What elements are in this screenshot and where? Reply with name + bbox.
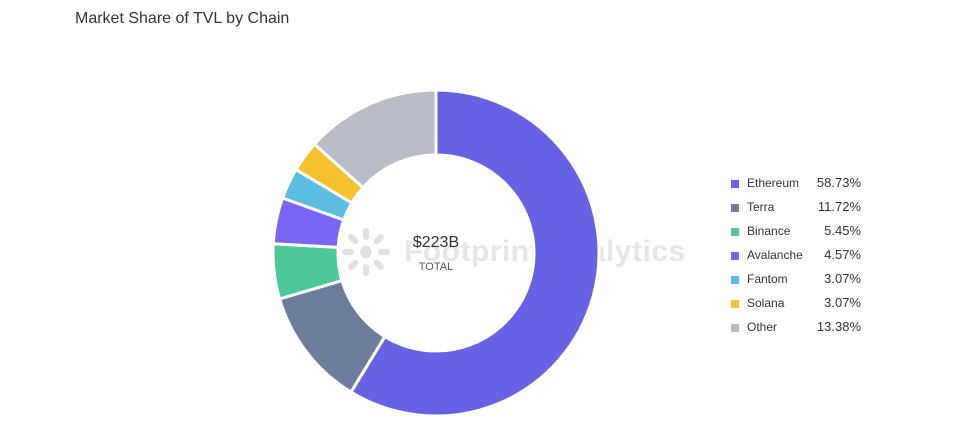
legend-label: Other	[747, 320, 778, 334]
legend-label: Solana	[747, 296, 785, 310]
legend-label: Ethereum	[747, 176, 800, 190]
legend-item[interactable]: Binance 5.45%	[731, 223, 871, 247]
legend: Ethereum 58.73% Terra 11.72% Binance 5.4…	[731, 175, 871, 343]
legend-value: 58.73%	[816, 175, 861, 190]
legend-swatch	[731, 180, 739, 188]
legend-item[interactable]: Ethereum 58.73%	[731, 175, 871, 199]
legend-swatch	[731, 252, 739, 260]
legend-value: 11.72%	[817, 199, 861, 214]
legend-value: 3.07%	[824, 295, 861, 310]
legend-label: Fantom	[747, 272, 788, 286]
legend-value: 4.57%	[824, 247, 861, 262]
legend-label: Binance	[747, 224, 791, 238]
legend-swatch	[731, 300, 739, 308]
legend-item[interactable]: Other 13.38%	[731, 319, 871, 343]
legend-label: Terra	[747, 200, 775, 214]
slice-other[interactable]	[312, 88, 438, 190]
legend-item[interactable]: Avalanche 4.57%	[731, 247, 871, 271]
legend-swatch	[731, 276, 739, 284]
legend-swatch	[731, 204, 739, 212]
legend-value: 5.45%	[824, 223, 861, 238]
legend-value: 13.38%	[816, 319, 861, 334]
total-value: $223B	[412, 234, 460, 251]
total-label: TOTAL	[418, 261, 454, 273]
legend-item[interactable]: Terra 11.72%	[731, 199, 871, 223]
legend-value: 3.07%	[824, 271, 861, 286]
legend-item[interactable]: Solana 3.07%	[731, 295, 871, 319]
legend-swatch	[731, 324, 739, 332]
legend-swatch	[731, 228, 739, 236]
legend-label: Avalanche	[747, 248, 803, 262]
legend-item[interactable]: Fantom 3.07%	[731, 271, 871, 295]
slice-ethereum[interactable]	[348, 88, 601, 418]
chart-title: Market Share of TVL by Chain	[75, 10, 290, 27]
